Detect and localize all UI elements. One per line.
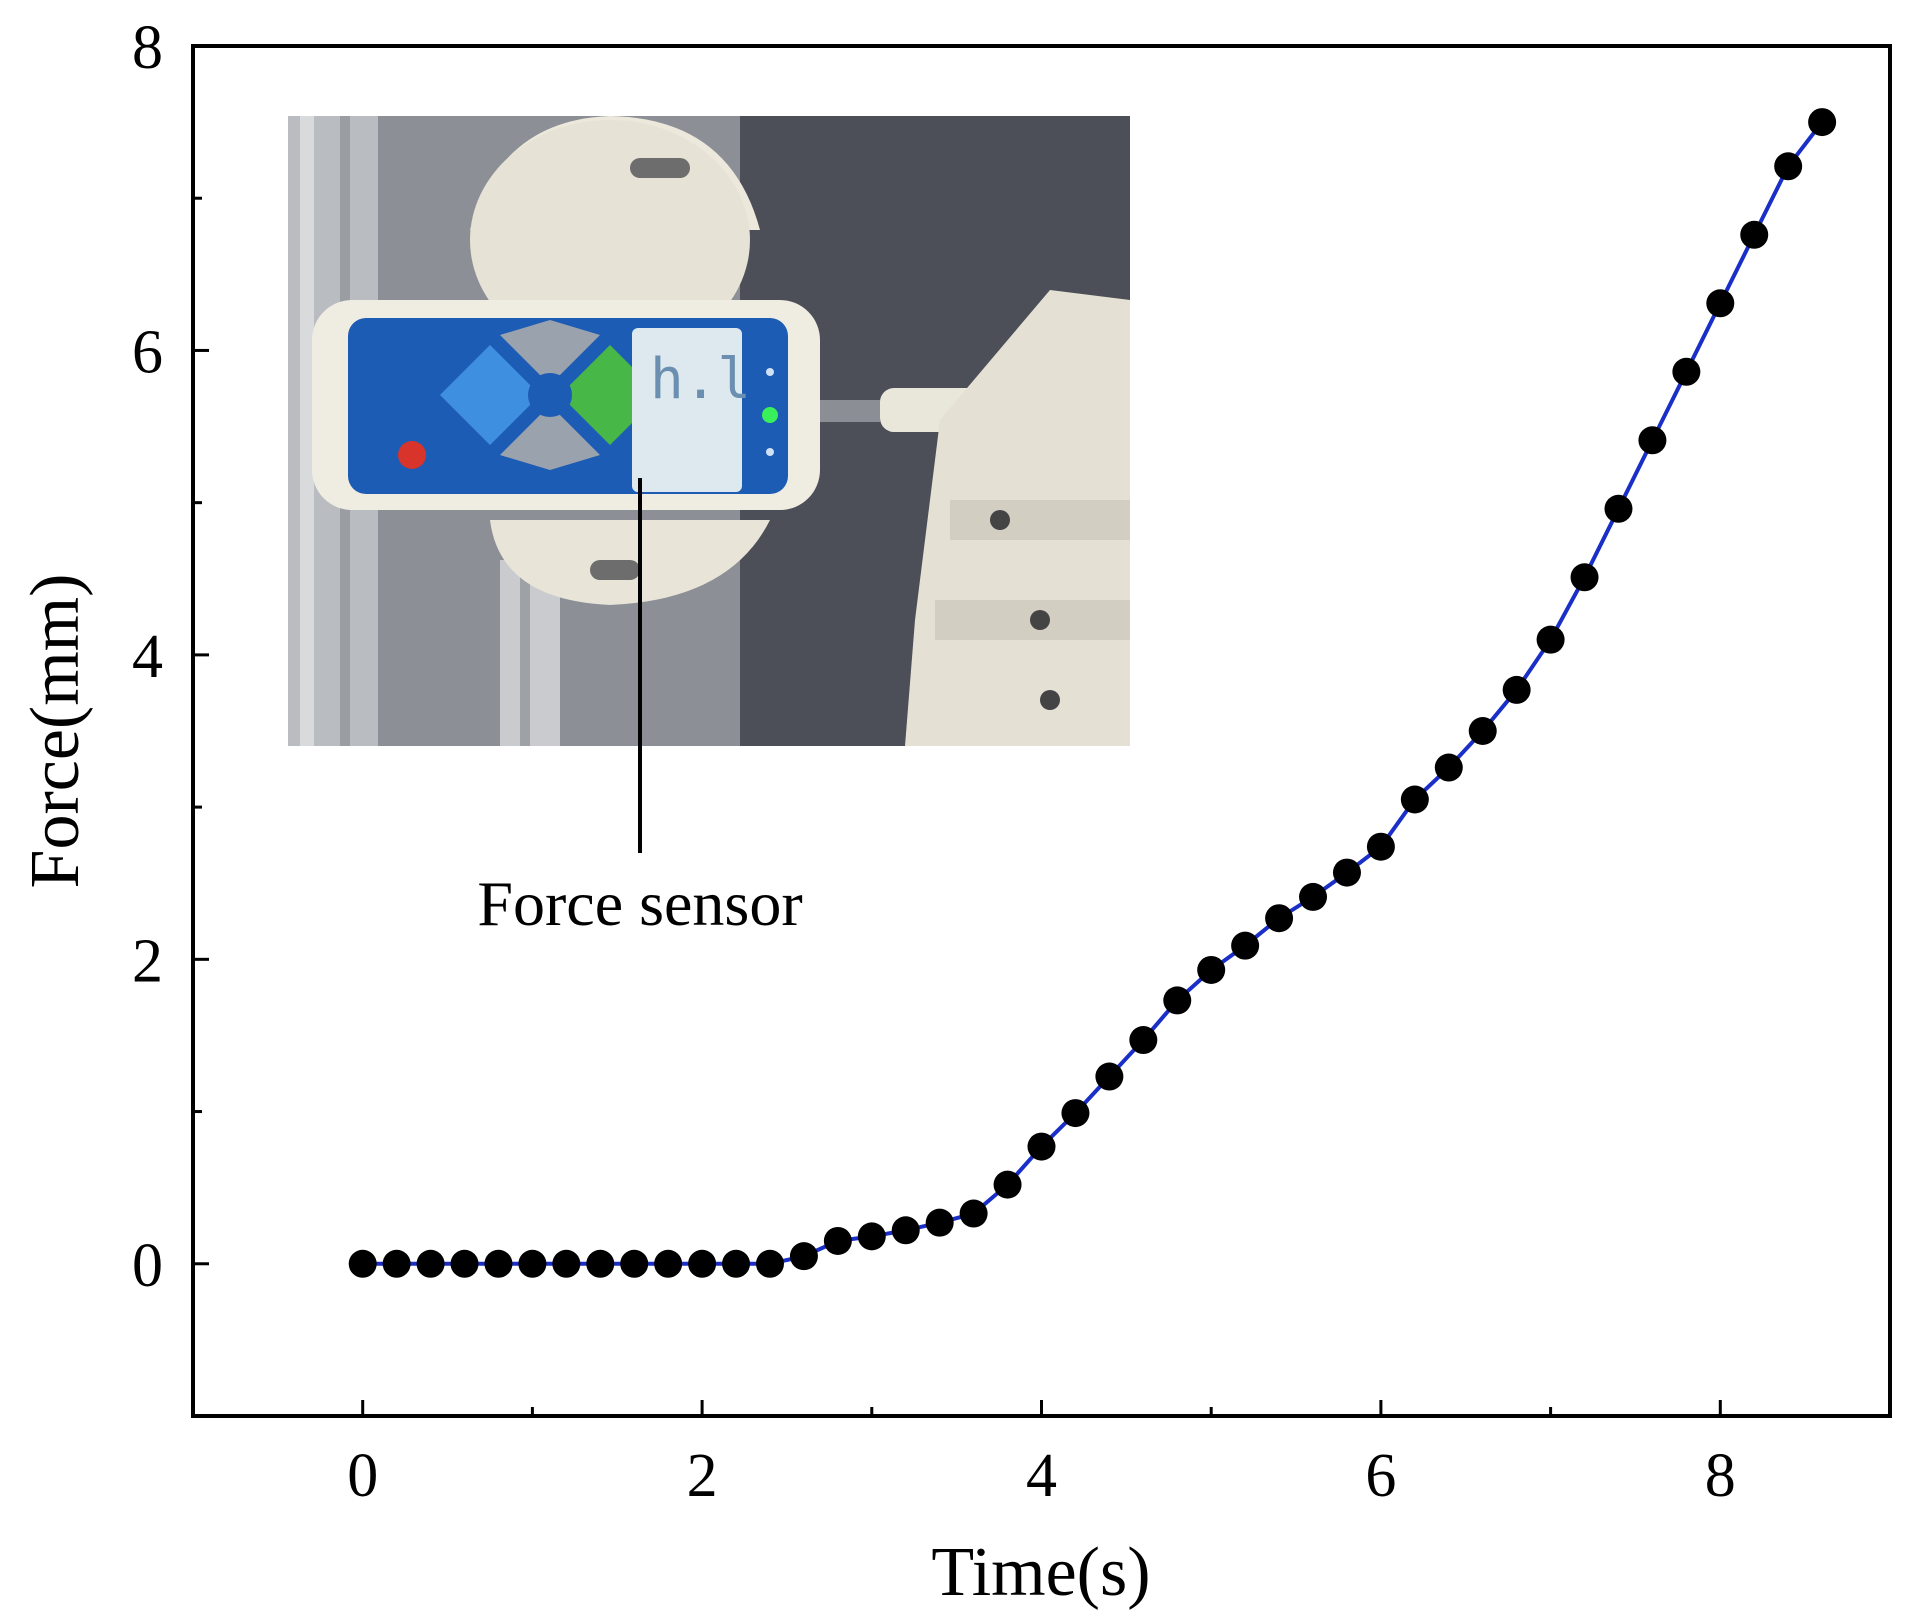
- data-point: [722, 1249, 751, 1278]
- data-point: [925, 1208, 954, 1237]
- svg-text:h.l: h.l: [650, 347, 751, 412]
- data-point: [1265, 904, 1294, 933]
- data-point: [1366, 832, 1395, 861]
- y-axis-ticks: 0 2 4 6 8: [132, 14, 209, 1300]
- data-point: [654, 1249, 683, 1278]
- data-point: [1299, 882, 1328, 911]
- data-point: [1536, 625, 1565, 654]
- force-sensor-photo: h.l: [288, 116, 1130, 746]
- data-point: [1774, 152, 1803, 181]
- data-point: [1570, 563, 1599, 592]
- plot-area: [348, 108, 1837, 1278]
- data-point: [1706, 289, 1735, 318]
- data-point: [688, 1249, 717, 1278]
- data-point: [1197, 955, 1226, 984]
- data-point: [382, 1249, 411, 1278]
- data-point: [857, 1222, 886, 1251]
- data-point: [1604, 494, 1633, 523]
- data-point: [1434, 753, 1463, 782]
- data-point: [1400, 785, 1429, 814]
- data-point: [1468, 717, 1497, 745]
- data-point: [1638, 426, 1667, 455]
- data-point: [450, 1249, 479, 1278]
- data-point: [348, 1249, 377, 1278]
- data-point: [620, 1249, 649, 1278]
- data-point: [755, 1249, 784, 1278]
- x-tick-label: 2: [687, 1442, 718, 1510]
- data-point: [484, 1249, 513, 1278]
- data-point: [416, 1249, 445, 1278]
- y-axis-label: Force(mm): [17, 574, 94, 889]
- x-tick-label: 8: [1705, 1442, 1736, 1510]
- data-point: [1231, 931, 1260, 960]
- data-point: [1502, 675, 1531, 704]
- data-point: [1808, 108, 1837, 137]
- data-point: [1740, 220, 1769, 249]
- y-tick-label: 6: [132, 318, 163, 386]
- data-point: [1061, 1099, 1090, 1128]
- annotation-text: Force sensor: [477, 868, 802, 939]
- x-tick-label: 4: [1026, 1442, 1057, 1510]
- x-axis-ticks: 0 2 4 6 8: [347, 1400, 1736, 1510]
- data-point: [586, 1249, 615, 1278]
- data-point: [1027, 1132, 1056, 1161]
- annotation-force-sensor: Force sensor: [477, 478, 803, 939]
- x-tick-label: 0: [347, 1442, 378, 1510]
- y-tick-label: 4: [132, 623, 163, 691]
- data-point: [1163, 986, 1192, 1015]
- data-point: [1095, 1062, 1124, 1091]
- data-point: [552, 1249, 581, 1278]
- data-point: [823, 1226, 852, 1255]
- data-point: [959, 1199, 988, 1228]
- data-point: [891, 1216, 920, 1245]
- y-tick-label: 8: [132, 14, 163, 82]
- y-tick-label: 2: [132, 927, 163, 995]
- data-point: [1129, 1026, 1158, 1055]
- y-tick-label: 0: [132, 1232, 163, 1300]
- data-point: [1332, 858, 1361, 887]
- data-point: [789, 1242, 818, 1271]
- x-axis-label: Time(s): [931, 1534, 1150, 1611]
- data-point: [1672, 357, 1701, 386]
- data-point: [993, 1170, 1022, 1199]
- series-markers: [348, 108, 1837, 1278]
- x-tick-label: 6: [1365, 1442, 1396, 1510]
- data-point: [518, 1249, 547, 1278]
